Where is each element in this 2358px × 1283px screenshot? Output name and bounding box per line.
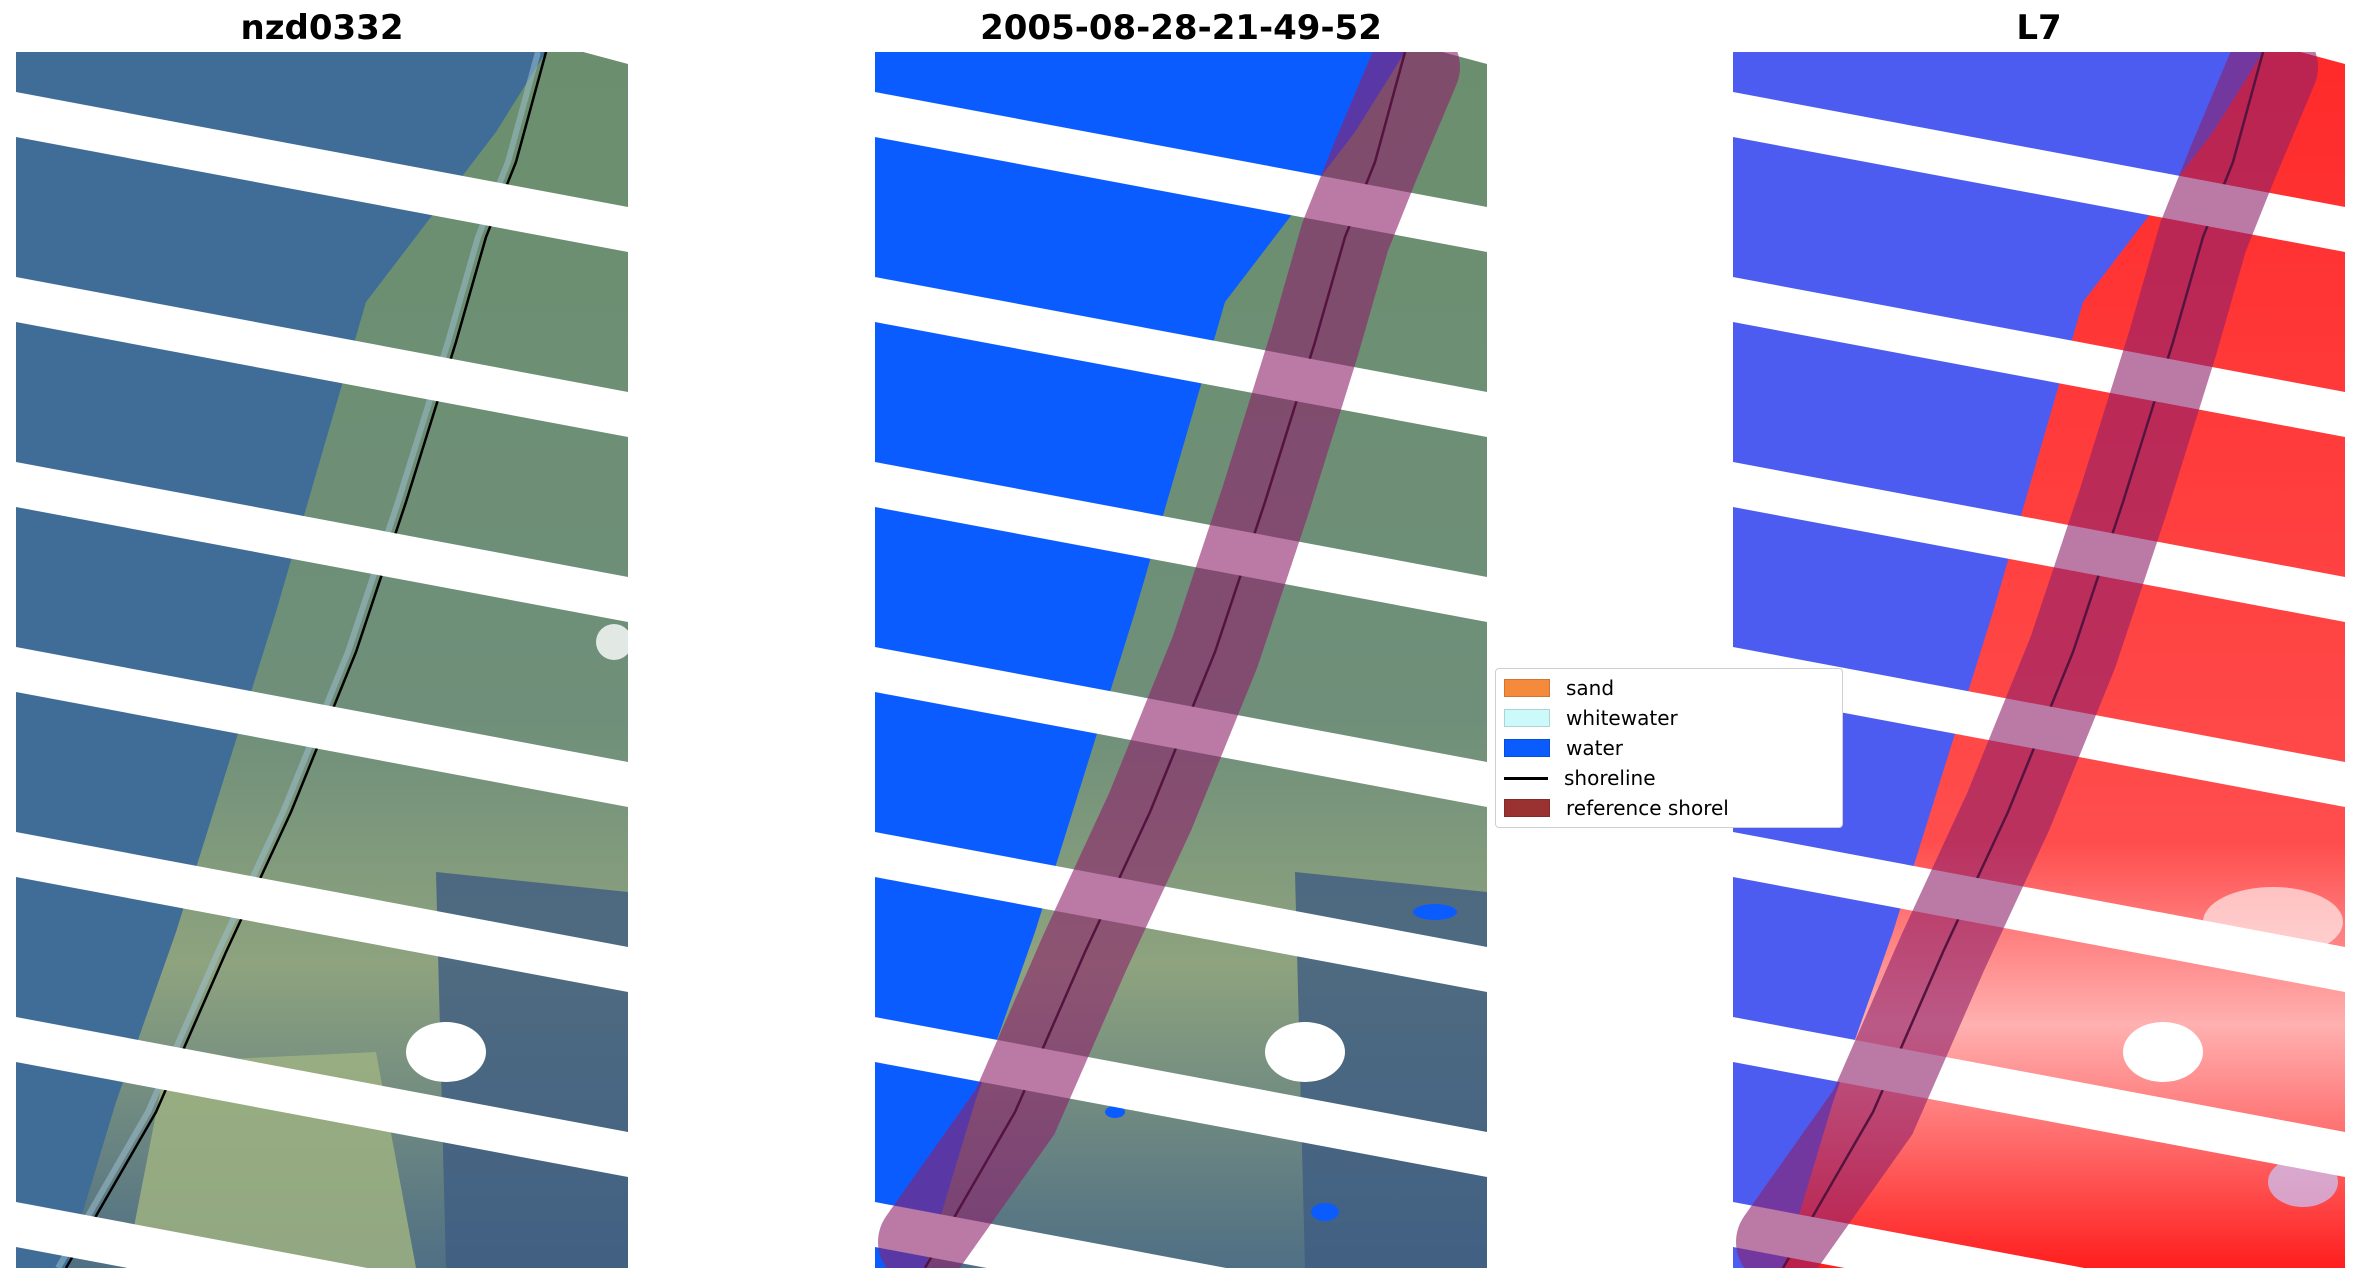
dark-land-area [1295, 872, 1487, 1268]
legend-item-shoreline: shoreline [1504, 763, 1656, 793]
middle-panel-title: 2005-08-28-21-49-52 [980, 8, 1382, 48]
surf-zone [55, 52, 541, 1268]
cloud-blob [2123, 1022, 2203, 1082]
hills-area [126, 1052, 416, 1268]
cloud-blob-small [596, 624, 628, 660]
legend: sand whitewater water shoreline referenc… [1495, 668, 1843, 828]
shoreline-line [64, 52, 548, 1268]
bluish-land-patch [2268, 1157, 2338, 1207]
reference-shoreline-buffer [878, 52, 1460, 1268]
water-patch [1105, 1106, 1125, 1118]
bright-land-patch [2203, 887, 2343, 957]
water-patch [1413, 904, 1457, 920]
legend-item-water: water [1504, 733, 1623, 763]
classified-image-panel [875, 52, 1487, 1268]
water-swatch [1504, 739, 1550, 757]
legend-label: whitewater [1566, 706, 1678, 730]
dark-land-area [436, 872, 628, 1268]
legend-label: sand [1566, 676, 1615, 700]
legend-label: shoreline [1564, 766, 1656, 790]
whitewater-swatch [1504, 709, 1550, 727]
reference-shoreline-buffer [1736, 52, 2318, 1268]
legend-label: water [1566, 736, 1623, 760]
index-image-panel [1733, 52, 2345, 1268]
legend-item-sand: sand [1504, 673, 1614, 703]
water-patch [1311, 1203, 1339, 1221]
shoreline-swatch [1504, 776, 1548, 780]
cloud-blob [406, 1022, 486, 1082]
rgb-image-panel [16, 52, 628, 1268]
reference-shoreline-swatch [1504, 799, 1550, 817]
legend-item-reference-shoreline: reference shorel [1504, 793, 1729, 823]
legend-label: reference shorel [1566, 796, 1729, 820]
right-panel-title: L7 [2016, 8, 2062, 48]
sand-swatch [1504, 679, 1550, 697]
cloud-blob [1265, 1022, 1345, 1082]
left-panel-title: nzd0332 [240, 8, 404, 48]
legend-item-whitewater: whitewater [1504, 703, 1678, 733]
